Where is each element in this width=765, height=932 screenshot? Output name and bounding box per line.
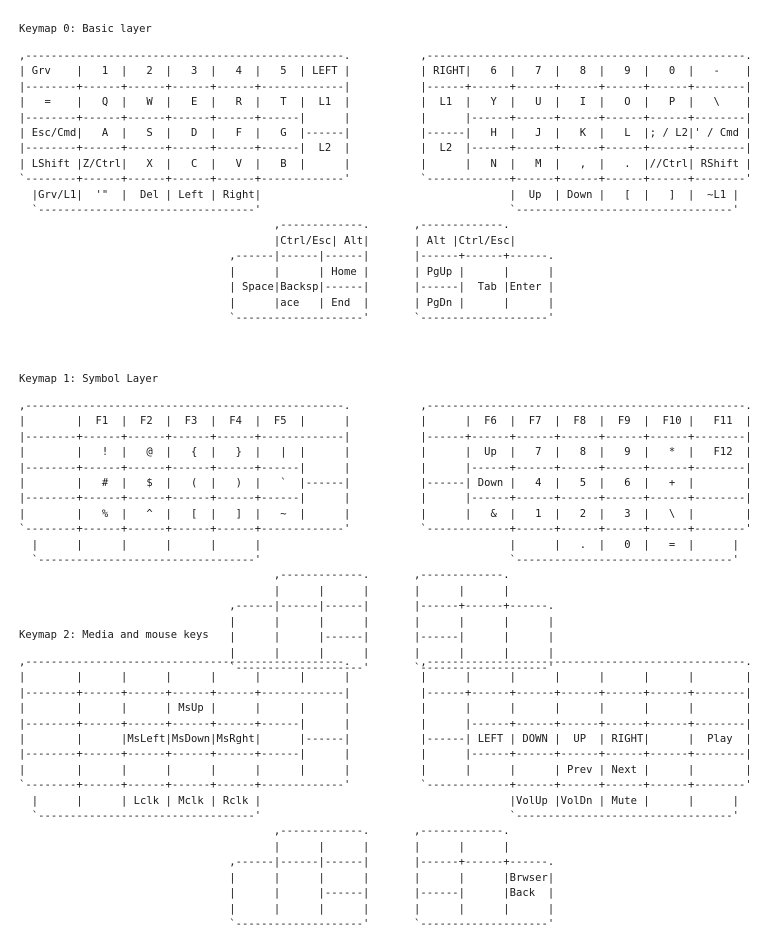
keymap-0-main-matrix: ,---------------------------------------… bbox=[19, 50, 752, 217]
keymap-0-title: Keymap 0: Basic layer bbox=[19, 23, 152, 35]
keymap-0-thumb-clusters: ,-------------. ,-------------. |Ctrl/Es… bbox=[229, 219, 555, 324]
keymap-2-thumb-clusters: ,-------------. ,-------------. | | | | … bbox=[229, 825, 555, 930]
keymap-section-2: Keymap 2: Media and mouse keys ,--------… bbox=[19, 628, 752, 932]
keymap-document: Keymap 0: Basic layer ,-----------------… bbox=[19, 22, 752, 930]
keymap-section-0: Keymap 0: Basic layer ,-----------------… bbox=[19, 22, 752, 326]
keymap-2-title: Keymap 2: Media and mouse keys bbox=[19, 629, 209, 641]
keymap-1-thumb-clusters: ,-------------. ,-------------. | | | | … bbox=[229, 569, 555, 674]
keymap-2-main-matrix: ,---------------------------------------… bbox=[19, 656, 752, 823]
keymap-1-main-matrix: ,---------------------------------------… bbox=[19, 400, 752, 567]
keymap-1-title: Keymap 1: Symbol Layer bbox=[19, 373, 159, 385]
keymap-section-1: Keymap 1: Symbol Layer ,----------------… bbox=[19, 372, 752, 676]
